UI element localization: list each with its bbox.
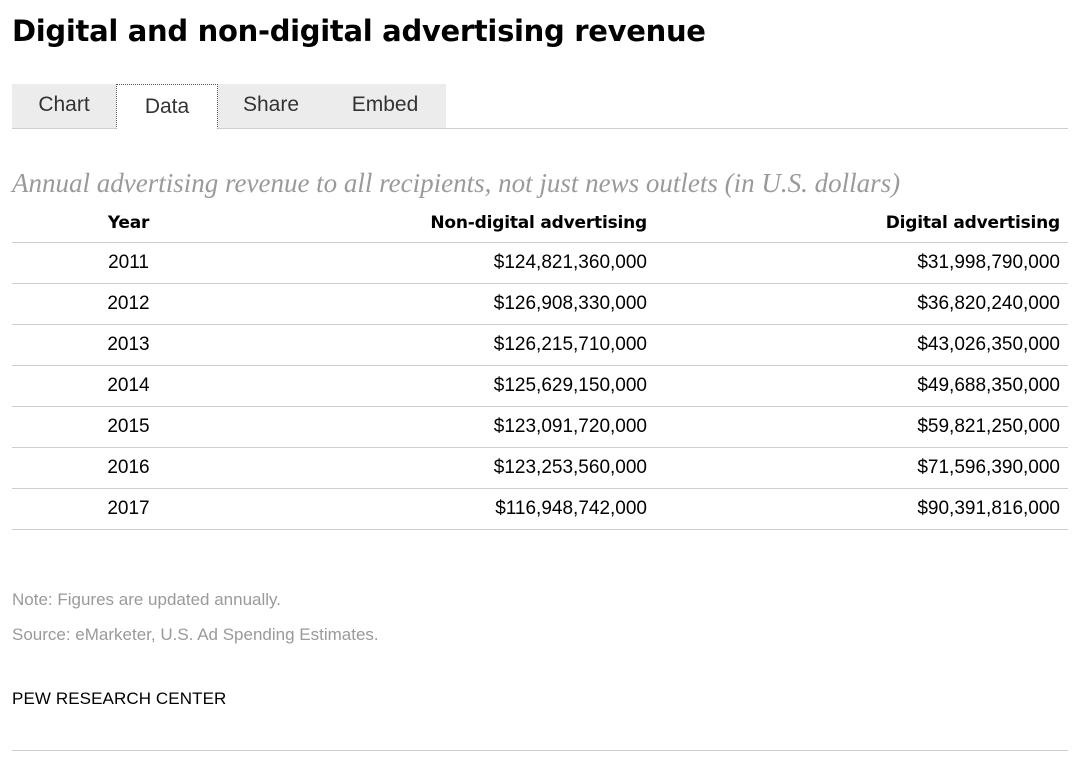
cell-non-digital: $124,821,360,000 xyxy=(245,242,647,284)
table-row: 2017 $116,948,742,000 $90,391,816,000 xyxy=(12,488,1068,530)
table-row: 2015 $123,091,720,000 $59,821,250,000 xyxy=(12,406,1068,448)
table-header-row: Year Non-digital advertising Digital adv… xyxy=(12,204,1068,243)
cell-non-digital: $126,908,330,000 xyxy=(245,283,647,325)
table-row: 2016 $123,253,560,000 $71,596,390,000 xyxy=(12,447,1068,489)
cell-non-digital: $123,253,560,000 xyxy=(245,447,647,489)
column-header-digital: Digital advertising xyxy=(647,204,1068,243)
cell-digital: $71,596,390,000 xyxy=(647,447,1068,489)
page-title: Digital and non-digital advertising reve… xyxy=(12,14,706,48)
column-header-year: Year xyxy=(12,204,245,243)
cell-digital: $43,026,350,000 xyxy=(647,324,1068,366)
cell-digital: $90,391,816,000 xyxy=(647,488,1068,530)
cell-year: 2013 xyxy=(12,324,245,366)
cell-non-digital: $123,091,720,000 xyxy=(245,406,647,448)
cell-year: 2016 xyxy=(12,447,245,489)
bottom-divider xyxy=(12,750,1068,751)
cell-year: 2011 xyxy=(12,242,245,284)
column-header-non-digital: Non-digital advertising xyxy=(245,204,647,243)
tab-data[interactable]: Data xyxy=(116,84,218,129)
cell-year: 2014 xyxy=(12,365,245,407)
cell-non-digital: $126,215,710,000 xyxy=(245,324,647,366)
table-row: 2011 $124,821,360,000 $31,998,790,000 xyxy=(12,242,1068,284)
source-note: Source: eMarketer, U.S. Ad Spending Esti… xyxy=(12,625,379,644)
tab-embed[interactable]: Embed xyxy=(324,84,446,128)
footnote: Note: Figures are updated annually. xyxy=(12,590,282,609)
cell-digital: $59,821,250,000 xyxy=(647,406,1068,448)
cell-year: 2012 xyxy=(12,283,245,325)
cell-non-digital: $116,948,742,000 xyxy=(245,488,647,530)
table-row: 2013 $126,215,710,000 $43,026,350,000 xyxy=(12,324,1068,366)
cell-year: 2017 xyxy=(12,488,245,530)
table-row: 2012 $126,908,330,000 $36,820,240,000 xyxy=(12,283,1068,325)
table-row: 2014 $125,629,150,000 $49,688,350,000 xyxy=(12,365,1068,407)
brand-label: PEW RESEARCH CENTER xyxy=(12,689,227,708)
tab-bar: Chart Data Share Embed xyxy=(12,84,1068,129)
cell-digital: $36,820,240,000 xyxy=(647,283,1068,325)
cell-year: 2015 xyxy=(12,406,245,448)
tab-share[interactable]: Share xyxy=(218,84,324,128)
cell-digital: $49,688,350,000 xyxy=(647,365,1068,407)
data-table: Year Non-digital advertising Digital adv… xyxy=(12,204,1068,530)
cell-non-digital: $125,629,150,000 xyxy=(245,365,647,407)
tab-chart[interactable]: Chart xyxy=(12,84,116,128)
table-subtitle: Annual advertising revenue to all recipi… xyxy=(12,168,901,198)
cell-digital: $31,998,790,000 xyxy=(647,242,1068,284)
